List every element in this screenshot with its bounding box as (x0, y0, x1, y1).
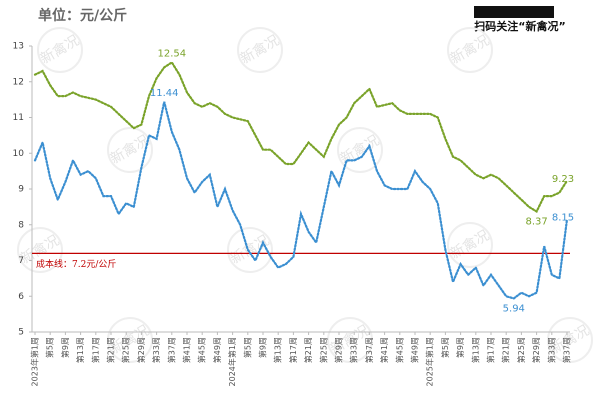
x-tick-label: 第25周 (318, 337, 328, 363)
series-line (33, 101, 569, 300)
watermark-ring (337, 127, 383, 173)
watermark-ring (37, 27, 83, 73)
x-tick-label: 第25周 (516, 337, 526, 363)
x-tick-label: 第29周 (531, 337, 541, 363)
data-label: 12.54 (157, 48, 186, 59)
x-tick-label: 第21周 (501, 337, 511, 363)
y-tick-label: 10 (13, 149, 25, 159)
watermark-ring (327, 317, 373, 363)
x-tick-label: 第37周 (562, 337, 572, 363)
unit-label: 单位：元/公斤 (38, 7, 127, 24)
x-tick-label: 第17周 (288, 337, 298, 363)
data-label: 5.94 (503, 303, 525, 314)
x-tick-label: 第37周 (166, 337, 176, 363)
data-label: 8.15 (552, 212, 574, 223)
watermark: 新禽况 (227, 232, 272, 268)
watermark: 新禽况 (447, 227, 492, 263)
x-tick-label: 第41周 (182, 337, 192, 363)
watermark-ring (227, 227, 273, 273)
reference-label: 成本线：7.2元/公斤 (36, 258, 116, 270)
watermark-ring (237, 27, 283, 73)
y-tick-label: 8 (18, 220, 24, 230)
x-tick-label: 第13周 (470, 337, 480, 363)
x-tick-label: 第45周 (394, 337, 404, 363)
x-tick-label: 第17周 (90, 337, 100, 363)
y-tick-label: 12 (13, 77, 24, 87)
data-label: 11.44 (150, 88, 179, 99)
y-tick-label: 9 (18, 185, 24, 195)
x-tick-label: 2025年第1周 (425, 337, 435, 386)
logo-block (474, 6, 554, 18)
watermark: 新禽况 (447, 32, 492, 68)
y-tick-label: 13 (13, 42, 24, 52)
x-tick-label: 第33周 (349, 337, 359, 363)
y-tick-label: 11 (13, 113, 24, 123)
x-tick-label: 第5周 (440, 337, 450, 358)
y-tick-label: 7 (18, 256, 24, 266)
x-tick-label: 第45周 (197, 337, 207, 363)
data-label: 8.37 (525, 217, 547, 228)
x-tick-label: 2024年第1周 (227, 337, 237, 386)
data-label: 9.23 (552, 174, 574, 185)
x-tick-label: 第13周 (273, 337, 283, 363)
x-tick-label: 第25周 (121, 337, 131, 363)
series-line (33, 60, 569, 214)
x-tick-label: 第37周 (364, 337, 374, 363)
x-tick-label: 2023年第1周 (30, 337, 40, 386)
x-tick-label: 第21周 (303, 337, 313, 363)
x-tick-label: 第33周 (546, 337, 556, 363)
x-tick-label: 第5周 (242, 337, 252, 358)
x-tick-label: 第9周 (258, 337, 268, 358)
promo-text: 扫码关注“新禽况” (474, 19, 565, 33)
watermark: 新禽况 (237, 32, 282, 68)
watermark-ring (107, 317, 153, 363)
watermark: 新禽况 (37, 32, 82, 68)
x-tick-label: 第5周 (45, 337, 55, 358)
x-tick-label: 第21周 (106, 337, 116, 363)
x-tick-label: 第41周 (379, 337, 389, 363)
x-tick-label: 第29周 (136, 337, 146, 363)
x-tick-label: 第49周 (410, 337, 420, 363)
x-tick-label: 第17周 (486, 337, 496, 363)
watermark: 新禽况 (337, 132, 382, 168)
watermark-ring (17, 227, 63, 273)
x-tick-label: 第29周 (334, 337, 344, 363)
x-tick-label: 第33周 (151, 337, 161, 363)
watermark-ring (447, 222, 493, 268)
y-tick-label: 5 (18, 328, 24, 338)
x-tick-label: 第13周 (75, 337, 85, 363)
x-tick-label: 第49周 (212, 337, 222, 363)
y-tick-label: 6 (18, 292, 24, 302)
watermark-ring (107, 127, 153, 173)
x-tick-label: 第9周 (455, 337, 465, 358)
logo (474, 6, 554, 18)
x-tick-label: 第9周 (60, 337, 70, 358)
watermark-ring (547, 317, 593, 363)
watermark-ring (447, 27, 493, 73)
